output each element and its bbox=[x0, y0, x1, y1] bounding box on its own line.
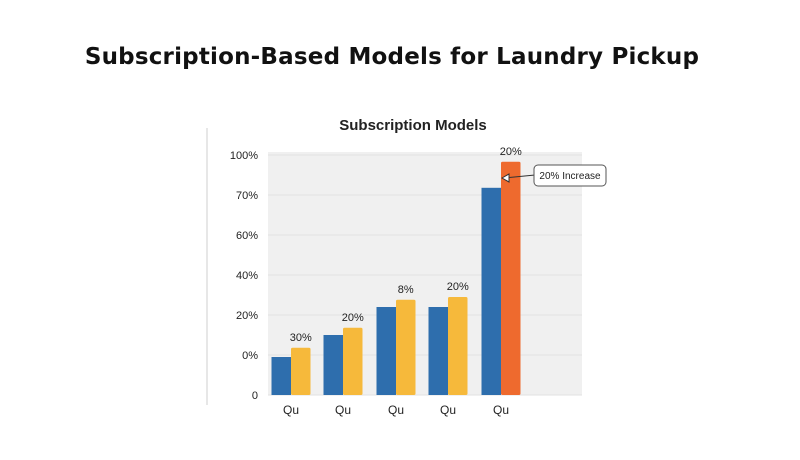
page-title: Subscription-Based Models for Laundry Pi… bbox=[84, 44, 700, 70]
data-label: 20% bbox=[500, 146, 522, 158]
y-tick-label: 20% bbox=[236, 310, 258, 322]
x-tick-label: Qu bbox=[283, 403, 299, 417]
bar-series2 bbox=[501, 161, 521, 395]
bar-series2 bbox=[291, 347, 311, 395]
y-tick-label: 70% bbox=[236, 190, 258, 202]
data-label: 20% bbox=[447, 281, 469, 293]
bar-series2 bbox=[396, 299, 416, 395]
x-tick-label: Qu bbox=[493, 403, 509, 417]
chart-title: Subscription Models bbox=[339, 117, 487, 134]
y-tick-label: 100% bbox=[230, 150, 258, 162]
bar-series1 bbox=[481, 187, 501, 395]
annotation-callout: 20% Increase bbox=[500, 164, 607, 187]
annotation-text: 20% Increase bbox=[539, 171, 601, 182]
bar-series1 bbox=[323, 335, 343, 395]
bar-series2 bbox=[448, 297, 468, 395]
data-label: 30% bbox=[290, 332, 312, 344]
bar-series1 bbox=[428, 307, 448, 395]
y-tick-label: 60% bbox=[236, 230, 258, 242]
data-label: 20% bbox=[342, 312, 364, 324]
data-label: 8% bbox=[398, 284, 414, 296]
y-tick-label: 0 bbox=[252, 390, 258, 402]
x-tick-label: Qu bbox=[335, 403, 351, 417]
annotation-box bbox=[533, 164, 607, 187]
plot-area bbox=[268, 152, 582, 395]
x-tick-label: Qu bbox=[440, 403, 456, 417]
x-tick-label: Qu bbox=[388, 403, 404, 417]
annotation-arrow-icon bbox=[500, 173, 510, 183]
bar-series1 bbox=[376, 307, 396, 395]
bar-series2 bbox=[343, 327, 363, 395]
y-tick-label: 0% bbox=[242, 350, 258, 362]
bar-series1 bbox=[271, 357, 291, 395]
y-tick-label: 40% bbox=[236, 270, 258, 282]
